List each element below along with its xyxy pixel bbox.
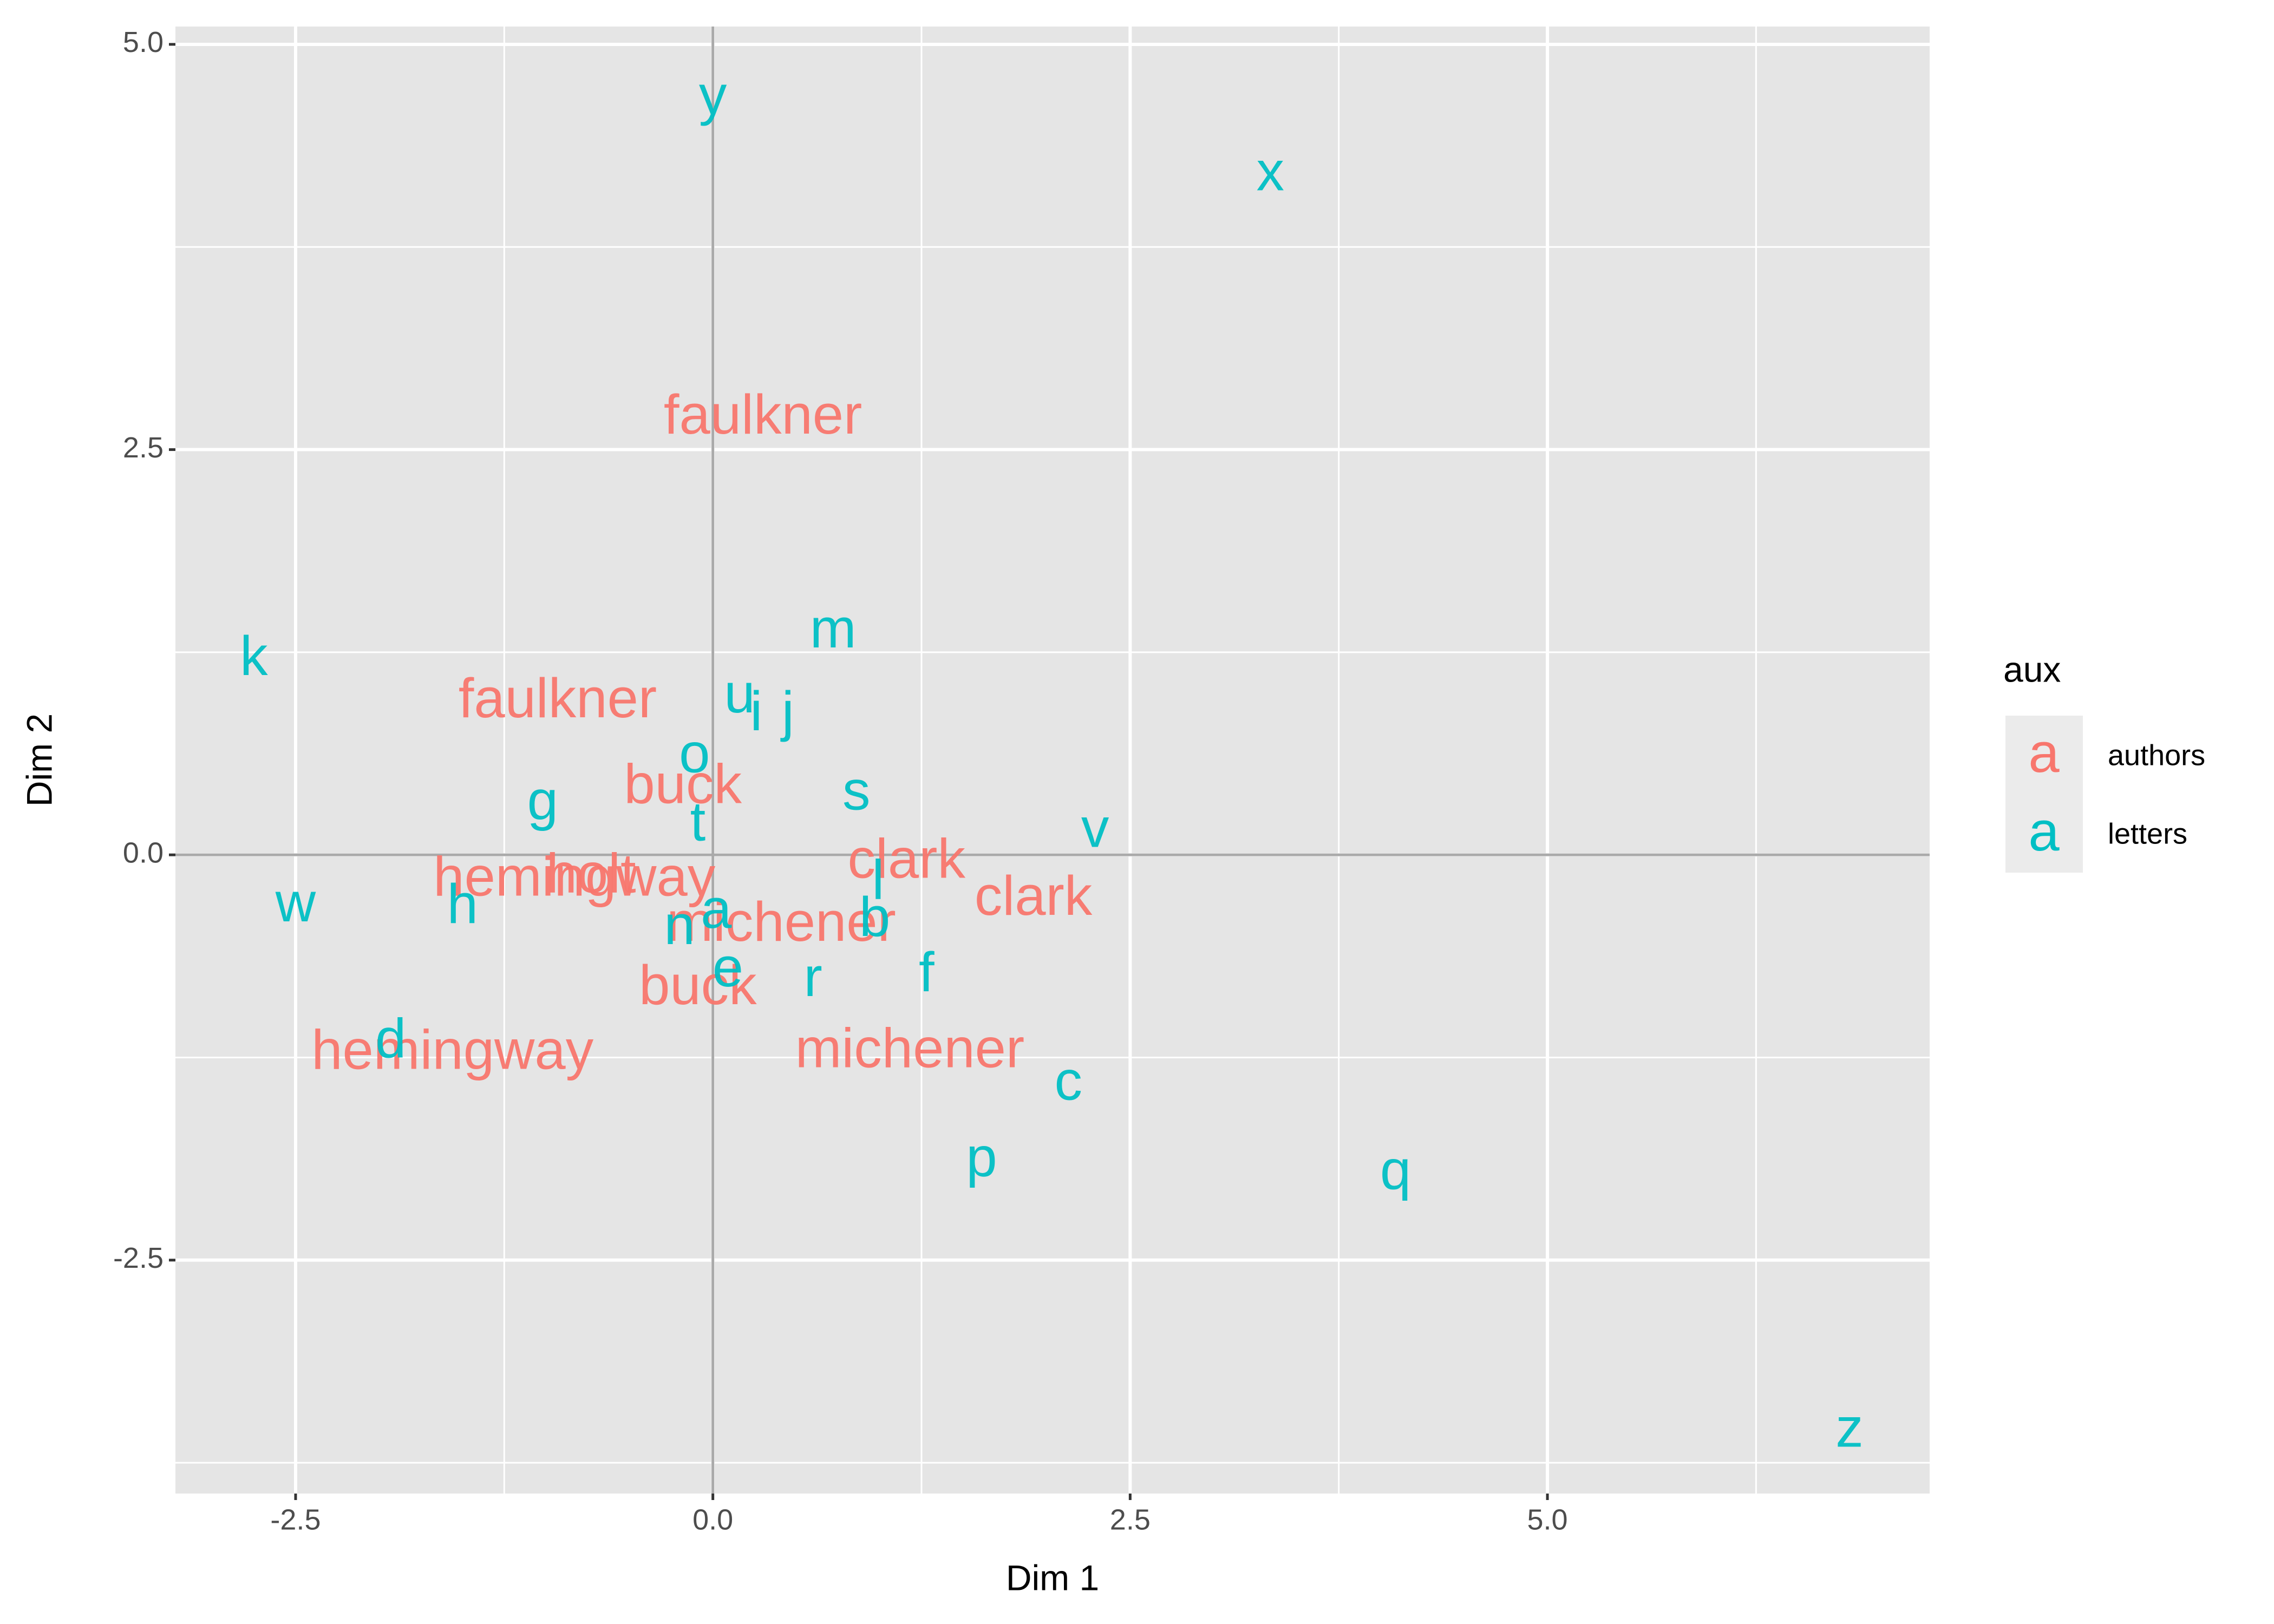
point-label: t [690,790,706,852]
x-tick-label: 5.0 [1527,1503,1568,1536]
point-label: b [859,886,890,948]
point-label: p [966,1125,997,1188]
legend-key-bg [2005,716,2083,873]
point-label: buck [639,954,757,1016]
point-label: m [810,597,857,659]
point-label: v [1081,796,1109,859]
legend-key: a [2028,800,2060,862]
point-label: clark [848,827,966,889]
point-label: k [240,625,268,687]
point-label: i [750,680,762,742]
point-label: f [919,941,935,1003]
point-label: h [447,873,478,935]
point-label: c [1055,1050,1083,1112]
x-tick-label: 0.0 [692,1503,733,1536]
legend-key: a [2028,722,2060,784]
point-label: e [713,936,743,998]
x-tick-label: -2.5 [270,1503,321,1536]
point-label: faulkner [459,667,657,729]
y-tick-label: 2.5 [123,431,164,464]
point-label: g [527,769,558,831]
point-label: n [664,894,695,956]
point-label: faulkner [664,383,862,446]
point-label: z [1835,1396,1864,1458]
point-label: buck [624,753,742,815]
point-label: o [679,722,710,784]
point-label: hemingway [311,1019,593,1081]
point-label: michener [666,890,896,953]
grid [175,27,1930,1494]
point-label: x [1257,140,1285,202]
point-label: d [375,1007,406,1070]
point-label: hemingway [433,845,715,907]
legend-label: authors [2108,739,2205,771]
y-tick-label: -2.5 [113,1242,164,1274]
legend-title: aux [2003,649,2061,689]
legend-label: letters [2108,817,2187,850]
point-label: q [1380,1138,1411,1201]
x-axis-title: Dim 1 [1006,1557,1099,1597]
point-label: y [699,64,727,126]
point-label: michener [795,1017,1025,1079]
y-tick-label: 0.0 [123,836,164,869]
panel [175,27,1930,1494]
point-label: holt [546,842,636,904]
point-label: j [780,680,794,742]
y-tick-label: 5.0 [123,26,164,58]
point-label: clark [975,865,1093,927]
x-tick-label: 2.5 [1110,1503,1151,1536]
y-axis-title: Dim 2 [19,713,59,807]
point-label: a [701,878,732,940]
point-label: r [803,946,822,1008]
point-label: w [275,871,316,933]
point-label: s [842,759,871,822]
point-label: l [872,848,884,911]
point-label: u [724,662,755,724]
